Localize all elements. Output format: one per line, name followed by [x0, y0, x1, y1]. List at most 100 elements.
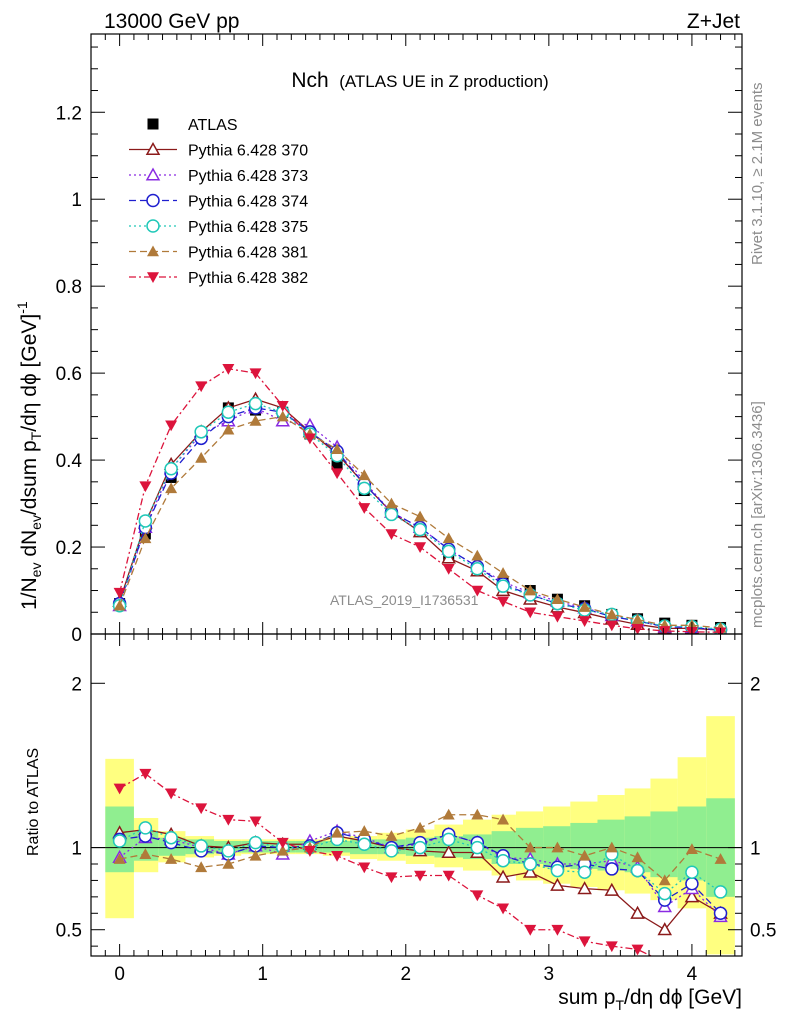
- ratio-data-point: [331, 850, 344, 862]
- main-data-point: [551, 593, 564, 605]
- main-data-point: [470, 562, 485, 576]
- main-data-point: [471, 549, 484, 561]
- ratio-data-point: [550, 863, 565, 878]
- ratio-data-point: [357, 837, 372, 852]
- ratio-data-point: [523, 857, 537, 871]
- ratio-series-3: [112, 821, 728, 901]
- ratio-data-point: [139, 768, 152, 780]
- ratio-data-point: [414, 821, 427, 833]
- ratio-data-point: [249, 816, 262, 828]
- main-series-line: [118, 407, 721, 631]
- ratio-data-point: [631, 944, 644, 956]
- ratio-data-point: [713, 906, 728, 921]
- ratio-data-point: [471, 808, 484, 820]
- ratio-data-point: [577, 865, 592, 879]
- main-data-point: [442, 532, 455, 544]
- ratio-y-tick-label-right: 0.5: [750, 921, 776, 942]
- ratio-y-tick-label-left: 0.5: [56, 921, 82, 942]
- main-data-point: [248, 396, 263, 411]
- main-y-tick-label: 1.2: [56, 103, 82, 124]
- main-data-point: [249, 368, 262, 380]
- main-data-point: [524, 584, 537, 596]
- ratio-series-4: [113, 808, 727, 886]
- ratio-data-point: [221, 844, 236, 858]
- ratio-data-point: [139, 848, 152, 859]
- main-data-point: [385, 529, 398, 540]
- ratio-data-point: [604, 882, 620, 896]
- main-data-point: [138, 514, 153, 528]
- ratio-data-point: [551, 841, 564, 853]
- main-data-point: [605, 608, 618, 620]
- main-y-tick-label: 0.8: [56, 277, 82, 298]
- main-series-6: [113, 363, 727, 634]
- ratio-data-point: [685, 876, 699, 891]
- ratio-data-point: [112, 834, 127, 848]
- ratio-data-point: [550, 877, 565, 891]
- legend: ATLAS Pythia 6.428 370 Pythia 6.428 373 Pyt…: [129, 117, 308, 287]
- ratio-data-point: [495, 869, 511, 883]
- ratio-data-point: [551, 924, 564, 936]
- ratio-data-point: [414, 870, 427, 882]
- main-data-point: [358, 503, 371, 514]
- main-data-point: [276, 400, 289, 412]
- legend-label: Pythia 6.428 370: [188, 143, 308, 160]
- main-data-point: [194, 425, 208, 439]
- ratio-data-point: [714, 853, 727, 864]
- ratio-data-point: [441, 844, 456, 859]
- axis-ticks: 0 1 2 3 4 0 0.2 0.4 0.6 0.8 1 1.2 0.5 0.5 1 1 2 2: [56, 34, 776, 985]
- x-tick-label: 4: [687, 964, 698, 985]
- main-data-point: [414, 510, 427, 522]
- main-data-point: [113, 587, 126, 599]
- main-data-point: [221, 405, 236, 420]
- ratio-data-point: [471, 890, 484, 902]
- main-data-point: [471, 585, 484, 597]
- main-data-point: [249, 414, 262, 426]
- main-data-point: [496, 579, 510, 593]
- ratio-data-point: [578, 936, 591, 948]
- main-data-point: [331, 443, 344, 455]
- legend-marker: [145, 167, 161, 181]
- legend-entry: ATLAS: [147, 117, 238, 134]
- ratio-data-point: [164, 830, 178, 845]
- ratio-data-point: [657, 922, 673, 936]
- ratio-data-point: [358, 862, 371, 874]
- ratio-inner-band-bin: [322, 841, 350, 853]
- main-data-point: [113, 599, 126, 611]
- ratio-data-point: [496, 853, 510, 868]
- ratio-data-point: [249, 849, 262, 861]
- ratio-data-point: [470, 840, 485, 855]
- legend-marker: [146, 219, 160, 233]
- legend-entry: Pythia 6.428 381: [129, 245, 308, 262]
- ratio-data-point: [413, 840, 427, 855]
- main-data-point: [165, 482, 178, 494]
- ratio-data-point: [248, 835, 263, 850]
- energy-label: 13000 GeV pp: [104, 10, 239, 33]
- ratio-data-point: [631, 851, 644, 863]
- main-data-point: [195, 381, 208, 393]
- main-data-point: [413, 522, 427, 537]
- main-data-point: [524, 607, 537, 619]
- main-data-point: [631, 623, 644, 634]
- ratio-data-point: [385, 872, 398, 884]
- ratio-data-point: [630, 905, 645, 919]
- ratio-data-point: [113, 783, 126, 795]
- main-data-point: [414, 542, 427, 554]
- ratio-data-point: [657, 886, 672, 901]
- ratio-data-point: [497, 813, 510, 825]
- main-series-line: [119, 415, 721, 629]
- main-y-tick-label: 0.2: [56, 538, 82, 559]
- ratio-data-point: [605, 941, 618, 953]
- main-data-point: [497, 596, 510, 608]
- ratio-data-point: [384, 844, 399, 858]
- main-data-point: [578, 601, 591, 612]
- legend-label: Pythia 6.428 381: [188, 245, 308, 262]
- main-data-point: [222, 423, 235, 435]
- ratio-data-point: [605, 841, 618, 853]
- main-data-point: [551, 611, 564, 623]
- ratio-y-tick-label-left: 1: [71, 839, 82, 860]
- ratio-data-point: [522, 864, 538, 878]
- plot-title-main: Nch: [291, 69, 328, 92]
- main-data-point: [331, 468, 344, 480]
- ratio-data-point: [442, 808, 455, 820]
- main-data-point: [385, 497, 398, 509]
